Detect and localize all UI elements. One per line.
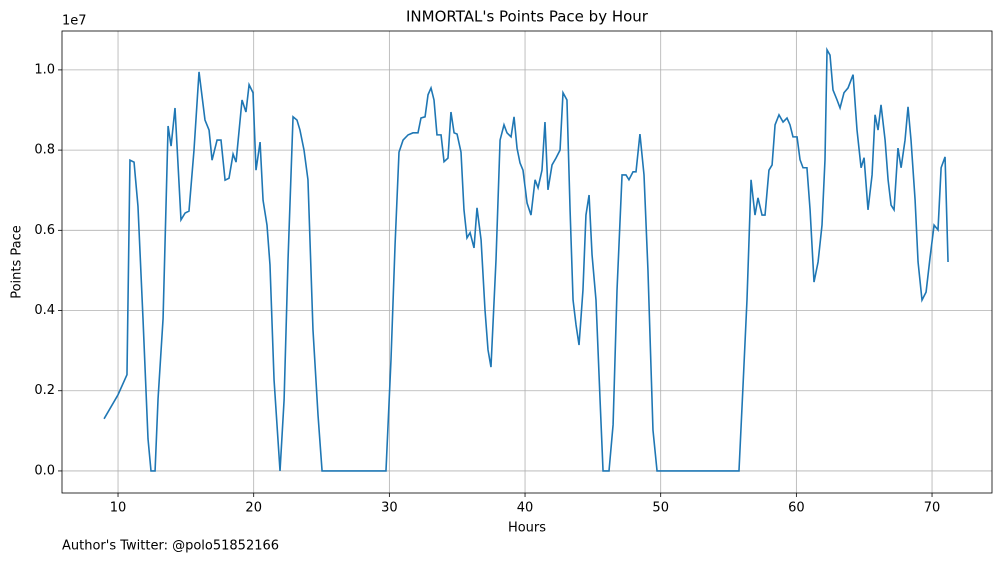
y-axis-label: Points Pace: [10, 225, 25, 299]
x-tick-label: 60: [788, 501, 805, 516]
x-tick-label: 30: [381, 501, 398, 516]
y-tick-label: 0.4: [34, 303, 55, 318]
y-tick-label: 0.8: [34, 143, 55, 158]
y-offset-label: 1e7: [62, 14, 87, 29]
plot-frame: [61, 30, 993, 494]
x-tick-label: 20: [245, 501, 262, 516]
y-tick-label: 1.0: [34, 62, 55, 77]
chart-title: INMORTAL's Points Pace by Hour: [406, 8, 649, 26]
x-tick-label: 70: [924, 501, 941, 516]
y-tick-label: 0.0: [34, 463, 55, 478]
data-line: [103, 46, 949, 472]
x-tick-label: 50: [652, 501, 669, 516]
y-tick-label: 0.6: [34, 223, 55, 238]
x-axis-label: Hours: [508, 521, 546, 536]
x-tick-label: 10: [110, 501, 127, 516]
y-tick-label: 0.2: [34, 383, 55, 398]
x-tick-label: 40: [517, 501, 534, 516]
footnote: Author's Twitter: @polo51852166: [62, 539, 279, 554]
